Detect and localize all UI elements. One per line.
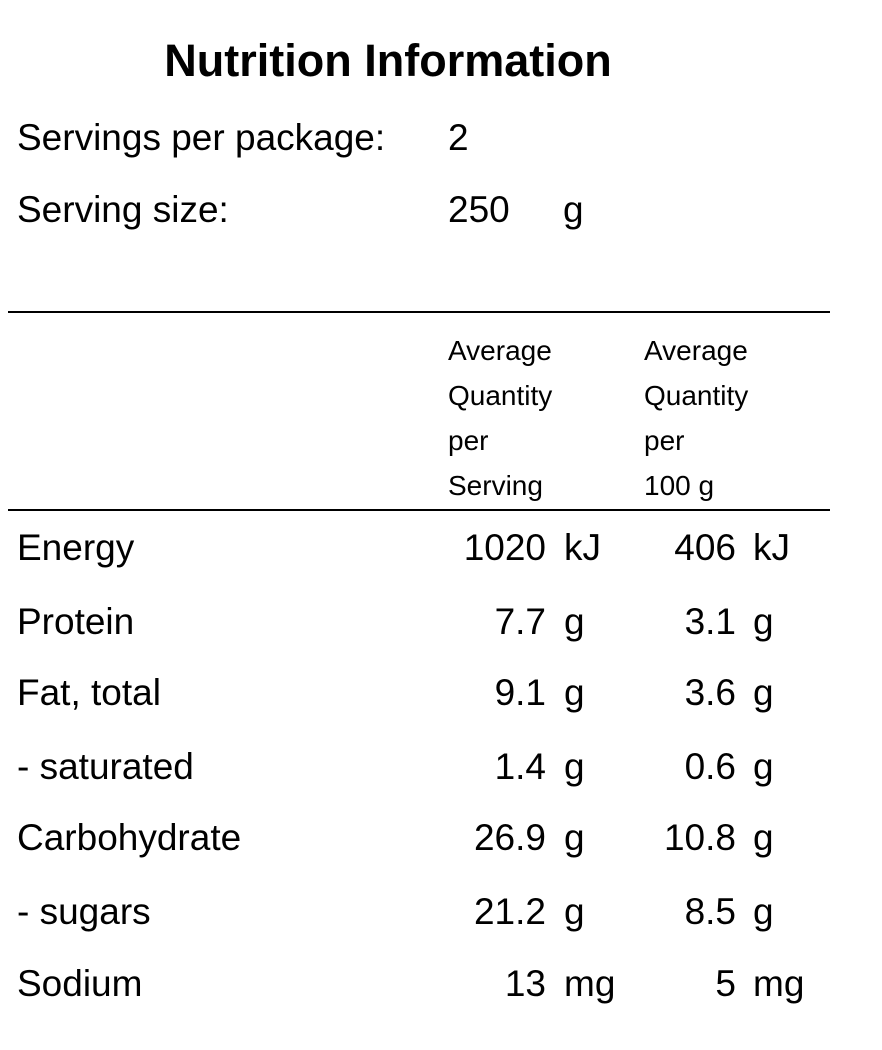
page-title: Nutrition Information <box>164 35 612 86</box>
nutrient-row-sodium: Sodium 13 mg 5 mg <box>0 959 882 1009</box>
per-serving-unit: g <box>564 672 585 713</box>
per-100g-value: 8.5 <box>684 891 736 932</box>
per-serving-value: 1.4 <box>494 746 546 787</box>
nutrient-name: Sodium <box>17 963 143 1004</box>
column-header-line: Average <box>448 335 552 366</box>
serving-size-unit: g <box>563 189 584 230</box>
nutrient-name: Carbohydrate <box>17 817 242 858</box>
serving-size-label: Serving size: <box>17 189 229 230</box>
per-serving-unit: g <box>564 746 585 787</box>
per-100g-value: 406 <box>674 527 736 568</box>
servings-per-package-value: 2 <box>448 117 469 158</box>
per-100g-value: 0.6 <box>684 746 736 787</box>
nutrient-name: Energy <box>17 527 135 568</box>
nutrient-row-sugars: - sugars 21.2 g 8.5 g <box>0 887 882 937</box>
column-header-line: per <box>448 425 489 456</box>
column-header-line: Quantity <box>448 380 553 411</box>
per-100g-value: 3.6 <box>684 672 736 713</box>
per-serving-value: 7.7 <box>494 601 546 642</box>
per-serving-unit: g <box>564 817 585 858</box>
per-serving-value: 26.9 <box>473 817 546 858</box>
column-header-per-serving: Average Quantity per Serving <box>448 328 552 508</box>
nutrient-name: Protein <box>17 601 135 642</box>
per-100g-unit: kJ <box>753 527 790 568</box>
nutrient-row-protein: Protein 7.7 g 3.1 g <box>0 597 882 647</box>
column-header-line: Average <box>644 335 748 366</box>
column-header-line: Serving <box>448 470 543 501</box>
per-serving-unit: kJ <box>564 527 601 568</box>
per-serving-value: 9.1 <box>494 672 546 713</box>
per-100g-value: 5 <box>715 963 736 1004</box>
per-100g-unit: g <box>753 601 774 642</box>
column-header-per-100g: Average Quantity per 100 g <box>644 328 748 508</box>
per-100g-unit: g <box>753 746 774 787</box>
nutrient-row-fat-total: Fat, total 9.1 g 3.6 g <box>0 668 882 718</box>
servings-per-package-label: Servings per package: <box>17 117 386 158</box>
per-100g-value: 3.1 <box>684 601 736 642</box>
per-100g-value: 10.8 <box>663 817 736 858</box>
table-header-rule <box>8 509 830 511</box>
per-serving-unit: g <box>564 601 585 642</box>
serving-size-value: 250 <box>448 189 510 230</box>
per-100g-unit: g <box>753 891 774 932</box>
nutrient-row-carbohydrate: Carbohydrate 26.9 g 10.8 g <box>0 813 882 863</box>
column-header-line: 100 g <box>644 470 715 501</box>
per-serving-value: 1020 <box>463 527 546 568</box>
nutrient-name: Fat, total <box>17 672 161 713</box>
per-100g-unit: mg <box>753 963 805 1004</box>
column-header-line: per <box>644 425 685 456</box>
per-100g-unit: g <box>753 817 774 858</box>
table-top-rule <box>8 311 830 313</box>
per-serving-unit: g <box>564 891 585 932</box>
column-header-line: Quantity <box>644 380 749 411</box>
nutrient-row-saturated: - saturated 1.4 g 0.6 g <box>0 742 882 792</box>
per-100g-unit: g <box>753 672 774 713</box>
nutrient-row-energy: Energy 1020 kJ 406 kJ <box>0 523 882 573</box>
nutrient-name: - sugars <box>17 891 151 932</box>
per-serving-value: 13 <box>504 963 546 1004</box>
per-serving-unit: mg <box>564 963 616 1004</box>
per-serving-value: 21.2 <box>473 891 546 932</box>
nutrient-name: - saturated <box>17 746 194 787</box>
